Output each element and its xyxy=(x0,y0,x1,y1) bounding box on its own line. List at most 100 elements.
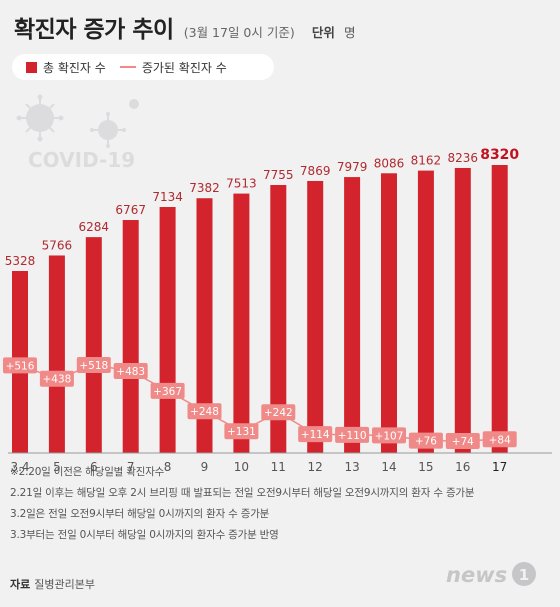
bar-value-label: 7755 xyxy=(263,168,294,182)
news1-logo: news 1 xyxy=(446,562,536,587)
increase-value-label: +74 xyxy=(452,436,474,448)
increase-label-box xyxy=(372,427,406,444)
bar-value-label: 6767 xyxy=(115,203,146,217)
bar-value-label: 8236 xyxy=(448,151,479,165)
increase-label-box xyxy=(445,433,480,449)
increase-label-box xyxy=(113,362,148,379)
legend-bar-swatch xyxy=(26,61,37,73)
legend-line-swatch xyxy=(119,66,136,68)
source: 자료 질병관리본부 xyxy=(10,576,95,592)
bars xyxy=(12,165,508,454)
x-tick-label: 14 xyxy=(381,460,396,474)
x-tick-label: 15 xyxy=(418,460,433,474)
bar xyxy=(491,165,508,453)
increase-labels: +516 +438 +518 +483 +367 +248 +131 +242 +114 +110… xyxy=(3,357,517,449)
virus-decoration xyxy=(16,94,139,148)
chart-title: 확진자 증가 추이 xyxy=(14,17,174,43)
increase-label-box xyxy=(3,357,37,374)
bar xyxy=(233,193,250,453)
x-tick-label: 3.4 xyxy=(10,460,29,474)
bar xyxy=(344,177,361,454)
increase-value-label: +107 xyxy=(375,430,404,442)
x-tick-labels: 3.4 5 6 7 8 9 10 11 12 13 14 15 16 17 xyxy=(10,460,507,474)
bar xyxy=(196,198,213,453)
source-value: 질병관리본부 xyxy=(34,578,95,591)
x-tick-label: 17 xyxy=(492,460,507,474)
bar xyxy=(48,255,65,453)
bar-labels: 5328 5766 6284 6767 7134 7382 7513 7755 7869 7979… xyxy=(5,147,520,268)
bar xyxy=(159,207,176,453)
bar xyxy=(270,185,287,453)
x-tick-label: 11 xyxy=(271,460,286,474)
source-label: 자료 xyxy=(10,578,31,591)
bar xyxy=(85,237,102,453)
bar xyxy=(417,170,434,453)
footnote-1: ※2.20일 이전은 해당일별 확진자수 xyxy=(10,466,165,478)
bar-value-label: 7979 xyxy=(337,160,368,174)
legend-total-label: 총 확진자 수 xyxy=(43,60,106,75)
virus-icon xyxy=(129,99,139,109)
footnote-4: 3.3부터는 전일 0시부터 해당일 0시까지의 환자수 증가분 반영 xyxy=(10,529,279,541)
increase-label-box xyxy=(298,426,333,443)
increase-value-label: +367 xyxy=(153,386,182,398)
bar-value-label: 7869 xyxy=(300,164,331,178)
increase-label-box xyxy=(335,426,370,443)
increase-value-label: +438 xyxy=(42,374,71,386)
watermark-text: COVID-19 xyxy=(28,148,135,172)
increase-label-box xyxy=(76,357,111,373)
x-tick-label: 6 xyxy=(90,460,98,474)
increase-label-box xyxy=(150,382,185,399)
x-tick-label: 16 xyxy=(455,460,470,474)
increase-value-label: +110 xyxy=(338,430,367,442)
footnote-3: 3.2일은 전일 오전9시부터 해당일 0시까지의 환자 수 증가분 xyxy=(10,508,270,520)
x-tick-label: 9 xyxy=(201,460,209,474)
bar xyxy=(381,173,397,453)
bar xyxy=(122,220,139,453)
logo-mark-text: 1 xyxy=(519,566,529,584)
increase-label-box xyxy=(187,403,222,420)
legend: 총 확진자 수 증가된 확진자 수 xyxy=(12,54,274,80)
increase-value-label: +483 xyxy=(116,366,145,378)
increase-label-box xyxy=(482,431,517,448)
increase-value-label: +248 xyxy=(190,406,219,418)
x-tick-label: 13 xyxy=(344,460,359,474)
bar-value-label: 7382 xyxy=(189,181,220,195)
increase-label-box xyxy=(224,423,259,440)
increase-value-label: +114 xyxy=(301,429,330,441)
logo-text: news xyxy=(446,563,507,587)
virus-icon xyxy=(16,94,64,142)
bar xyxy=(454,167,471,453)
increase-value-label: +131 xyxy=(227,426,256,438)
bar-value-label: 5328 xyxy=(5,254,36,268)
bar-value-label: 5766 xyxy=(42,238,73,252)
title-row: 확진자 증가 추이 (3월 17일 0시 기준) 단위 명 xyxy=(14,10,356,43)
virus-icon xyxy=(90,112,126,148)
x-tick-label: 5 xyxy=(53,460,61,474)
x-tick-label: 10 xyxy=(234,460,249,474)
x-tick-label: 7 xyxy=(127,460,135,474)
increase-value-label: +516 xyxy=(6,360,35,372)
footnote-2: 2.21일 이후는 해당일 오후 2시 브리핑 때 발표되는 전일 오전9시부터… xyxy=(10,487,475,499)
increase-label-box xyxy=(408,432,443,449)
increase-value-label: +242 xyxy=(264,407,293,419)
bar-value-label: 7134 xyxy=(152,190,183,204)
bar-value-label: 6284 xyxy=(79,220,110,234)
increase-label-box xyxy=(39,370,74,387)
chart-subtitle: (3월 17일 0시 기준) xyxy=(183,25,295,40)
increase-value-label: +76 xyxy=(415,436,437,448)
bar-value-label: 8162 xyxy=(411,154,442,168)
legend-increase-label: 증가된 확진자 수 xyxy=(141,60,227,75)
x-tick-label: 12 xyxy=(308,460,323,474)
bar-value-label: 8086 xyxy=(374,156,405,170)
unit-value: 명 xyxy=(343,25,356,40)
unit-label: 단위 xyxy=(311,25,335,40)
increase-label-box xyxy=(261,404,296,421)
x-tick-label: 8 xyxy=(164,460,172,474)
bar-value-label: 8320 xyxy=(480,147,519,163)
increase-value-label: +518 xyxy=(79,360,108,372)
increase-value-label: +84 xyxy=(489,434,511,446)
bar xyxy=(307,180,324,453)
logo-mark xyxy=(512,562,536,586)
bar-value-label: 7513 xyxy=(226,177,257,191)
